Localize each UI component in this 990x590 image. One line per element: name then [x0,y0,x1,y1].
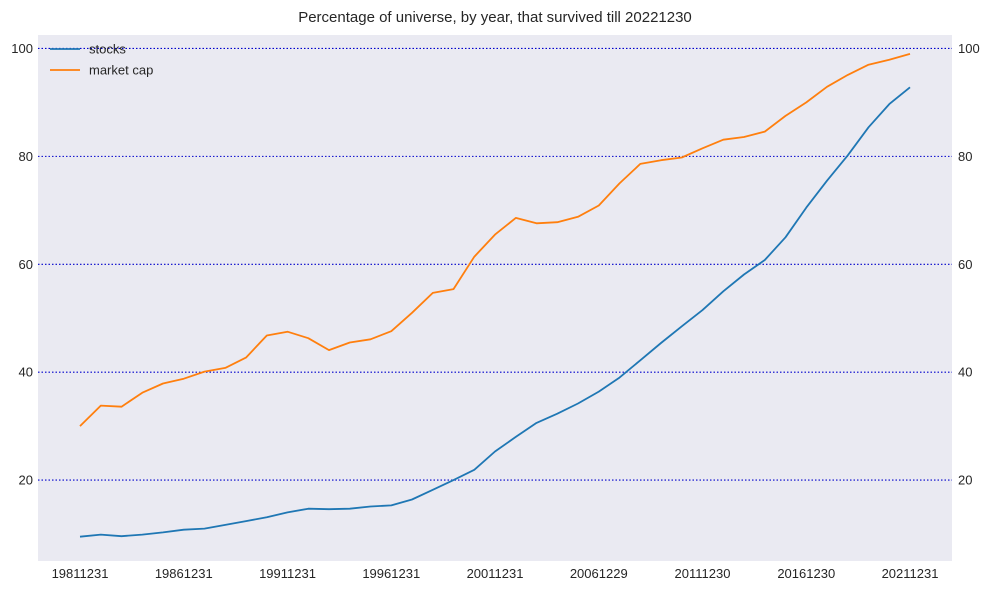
y-tick-label-right: 100 [958,41,980,56]
y-tick-label-right: 80 [958,149,972,164]
y-tick-label-left: 20 [19,473,33,488]
chart-title: Percentage of universe, by year, that su… [298,9,692,26]
y-tick-label-left: 100 [11,41,33,56]
series-line-market-cap [79,53,911,427]
x-tick-label: 19861231 [155,566,213,581]
series-line-stocks [79,86,911,538]
legend-label: market cap [89,63,153,78]
y-axis-left: 20 40 60 80 100 [11,41,33,488]
x-axis: 19811231 19861231 19911231 19961231 20011231… [52,566,939,581]
x-tick-label: 20111230 [675,566,731,581]
legend: stocks market cap [50,42,153,78]
series-lines [79,53,911,538]
y-tick-label-right: 60 [958,257,972,272]
y-tick-label-left: 80 [19,149,33,164]
x-tick-label: 19811231 [52,566,109,581]
x-tick-label: 20011231 [467,566,524,581]
plot-area [38,35,952,561]
x-tick-label: 19961231 [362,566,420,581]
y-tick-label-left: 40 [19,365,33,380]
x-tick-label: 20061229 [570,566,628,581]
legend-label: stocks [89,42,126,57]
y-tick-label-right: 20 [958,473,972,488]
x-tick-label: 20211231 [882,566,939,581]
x-tick-label: 19911231 [259,566,316,581]
y-tick-label-left: 60 [19,257,33,272]
x-tick-label: 20161230 [777,566,835,581]
y-tick-label-right: 40 [958,365,972,380]
y-axis-right: 20 40 60 80 100 [958,41,980,488]
